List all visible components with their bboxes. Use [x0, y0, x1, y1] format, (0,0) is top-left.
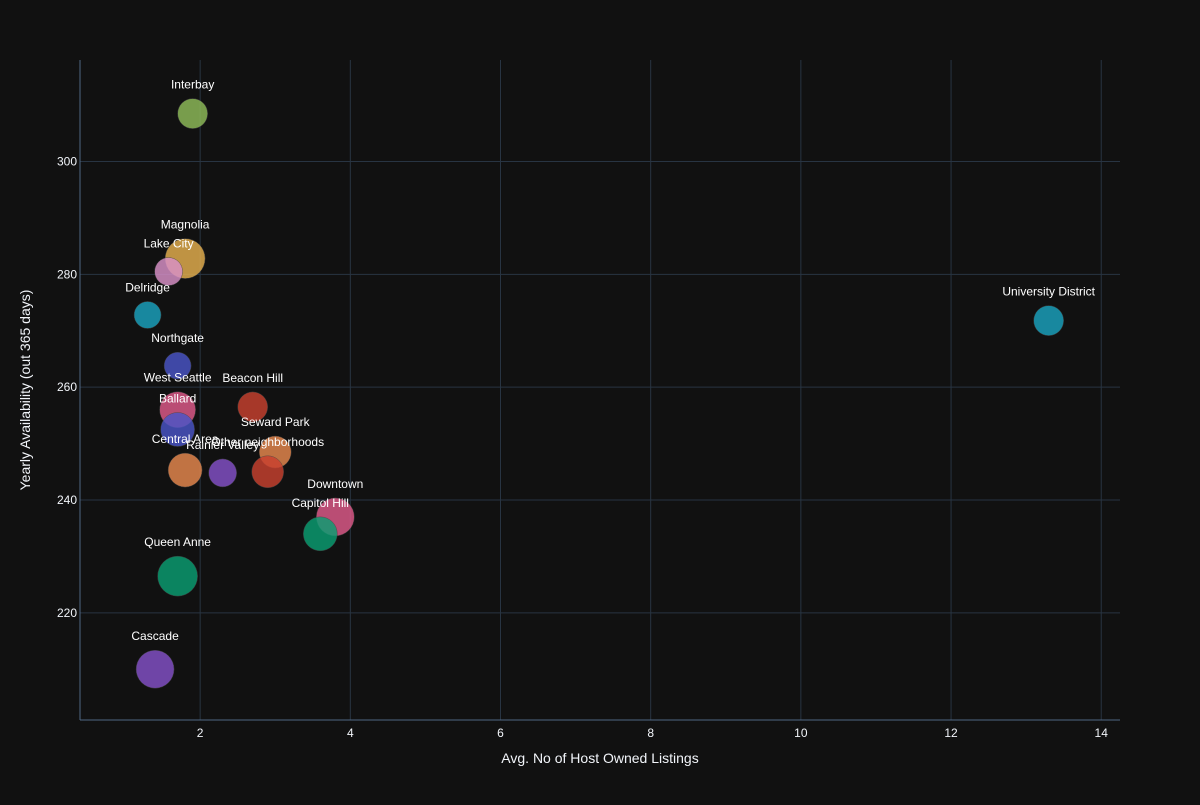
bubble-label: Interbay: [171, 78, 214, 92]
x-tick-label: 14: [1095, 726, 1109, 740]
bubble-point[interactable]: [163, 351, 192, 380]
x-axis-title: Avg. No of Host Owned Listings: [501, 750, 698, 766]
bubble-label: Beacon Hill: [222, 371, 283, 385]
bubble-label: Ballard: [159, 391, 196, 405]
x-tick-label: 10: [794, 726, 808, 740]
y-tick-label: 280: [57, 267, 77, 281]
y-axis-title: Yearly Availability (out 365 days): [17, 290, 33, 491]
bubble-point[interactable]: [133, 301, 162, 329]
bubble-point[interactable]: [251, 455, 284, 489]
bubble-label: Other neighborhoods: [211, 435, 324, 449]
y-tick-label: 300: [57, 155, 77, 169]
bubble-point[interactable]: [1033, 305, 1064, 336]
bubble-point[interactable]: [208, 458, 237, 488]
y-tick-label: 240: [57, 493, 77, 507]
bubble-label: Central Area: [152, 432, 219, 446]
label-layer: Interbay Magnolia Lake City Delridge Univers…: [125, 78, 1095, 644]
x-tick-label: 2: [197, 726, 204, 740]
bubble-label: Magnolia: [161, 218, 210, 232]
bubble-point[interactable]: [154, 257, 183, 286]
bubble-layer: [133, 98, 1064, 689]
bubble-label: West Seattle: [144, 371, 212, 385]
bubble-label: Rainier Valley: [186, 438, 259, 452]
bubble-label: Delridge: [125, 280, 170, 294]
bubble-point[interactable]: [237, 391, 268, 423]
bubble-point[interactable]: [167, 452, 203, 488]
bubble-point[interactable]: [135, 649, 175, 689]
x-tick-label: 6: [497, 726, 504, 740]
grid-layer: [80, 60, 1120, 720]
bubble-label: Northgate: [151, 331, 204, 345]
bubble-label: Downtown: [307, 477, 363, 491]
axis-layer: 2 4 6 8 10 12 14 220 240 260 280 300: [57, 60, 1120, 740]
bubble-point[interactable]: [160, 412, 195, 447]
bubble-label: University District: [1002, 285, 1095, 299]
bubble-label: Queen Anne: [144, 535, 211, 549]
bubble-point[interactable]: [303, 516, 338, 552]
x-tick-label: 8: [647, 726, 654, 740]
bubble-label: Cascade: [131, 629, 179, 643]
bubble-point[interactable]: [157, 555, 198, 597]
bubble-label: Seward Park: [241, 415, 311, 429]
y-tick-label: 220: [57, 606, 77, 620]
bubble-label: Capitol Hill: [292, 496, 349, 510]
bubble-label: Lake City: [144, 237, 194, 251]
x-tick-label: 12: [944, 726, 958, 740]
x-tick-label: 4: [347, 726, 354, 740]
y-tick-label: 260: [57, 380, 77, 394]
bubble-point[interactable]: [177, 98, 208, 129]
